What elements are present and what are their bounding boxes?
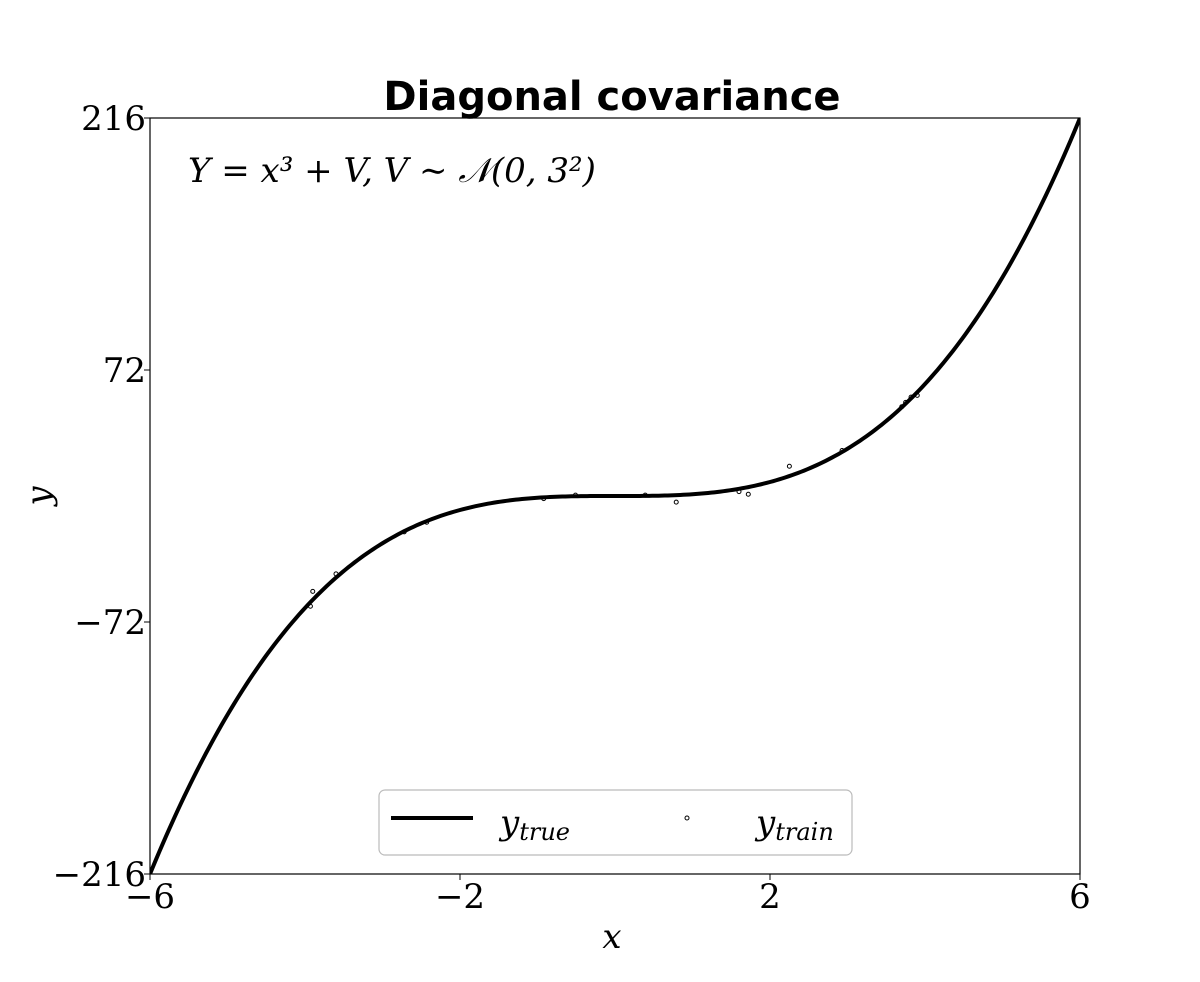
y-tick-label: −72 [74, 603, 146, 643]
train-point [424, 519, 430, 525]
axis-ticks: −6 −2 2 6 −216 −72 72 216 [53, 99, 1091, 917]
train-point [736, 489, 742, 495]
series-line-ytrue [150, 118, 1080, 874]
train-point [333, 571, 339, 577]
train-point [903, 399, 909, 405]
train-point [673, 499, 679, 505]
train-point [401, 529, 407, 535]
y-tick-label: −216 [53, 855, 146, 895]
plot-area [150, 118, 1080, 874]
train-point [642, 492, 648, 498]
legend-label-ytrue: ytrue [498, 803, 570, 846]
train-point [899, 404, 905, 410]
legend: ytrue ytrain [378, 789, 853, 856]
legend-box [378, 789, 853, 856]
x-axis-label: x [602, 917, 621, 957]
train-point [310, 588, 316, 594]
plot-area-frame [149, 117, 1081, 875]
x-tick-label: 2 [759, 877, 781, 917]
x-tick-label: −6 [125, 877, 175, 917]
equation-annotation: Y = x³ + V, V ∼ 𝒩(0, 3²) [188, 151, 596, 191]
train-point [307, 603, 313, 609]
train-point [541, 496, 547, 502]
legend-label-ytrain: ytrain [754, 803, 834, 846]
x-tick-label: 6 [1069, 877, 1091, 917]
legend-point-swatch [684, 815, 690, 821]
y-tick-label: 72 [103, 351, 146, 391]
train-point [839, 448, 845, 453]
train-point [786, 463, 792, 469]
x-tick-label: −2 [435, 877, 485, 917]
chart-title: Diagonal covariance [383, 74, 840, 120]
train-point [914, 392, 920, 398]
train-point [572, 492, 578, 498]
y-tick-label: 216 [81, 99, 146, 139]
y-axis-label: y [19, 486, 59, 508]
train-point [745, 491, 751, 497]
train-point [908, 394, 914, 400]
